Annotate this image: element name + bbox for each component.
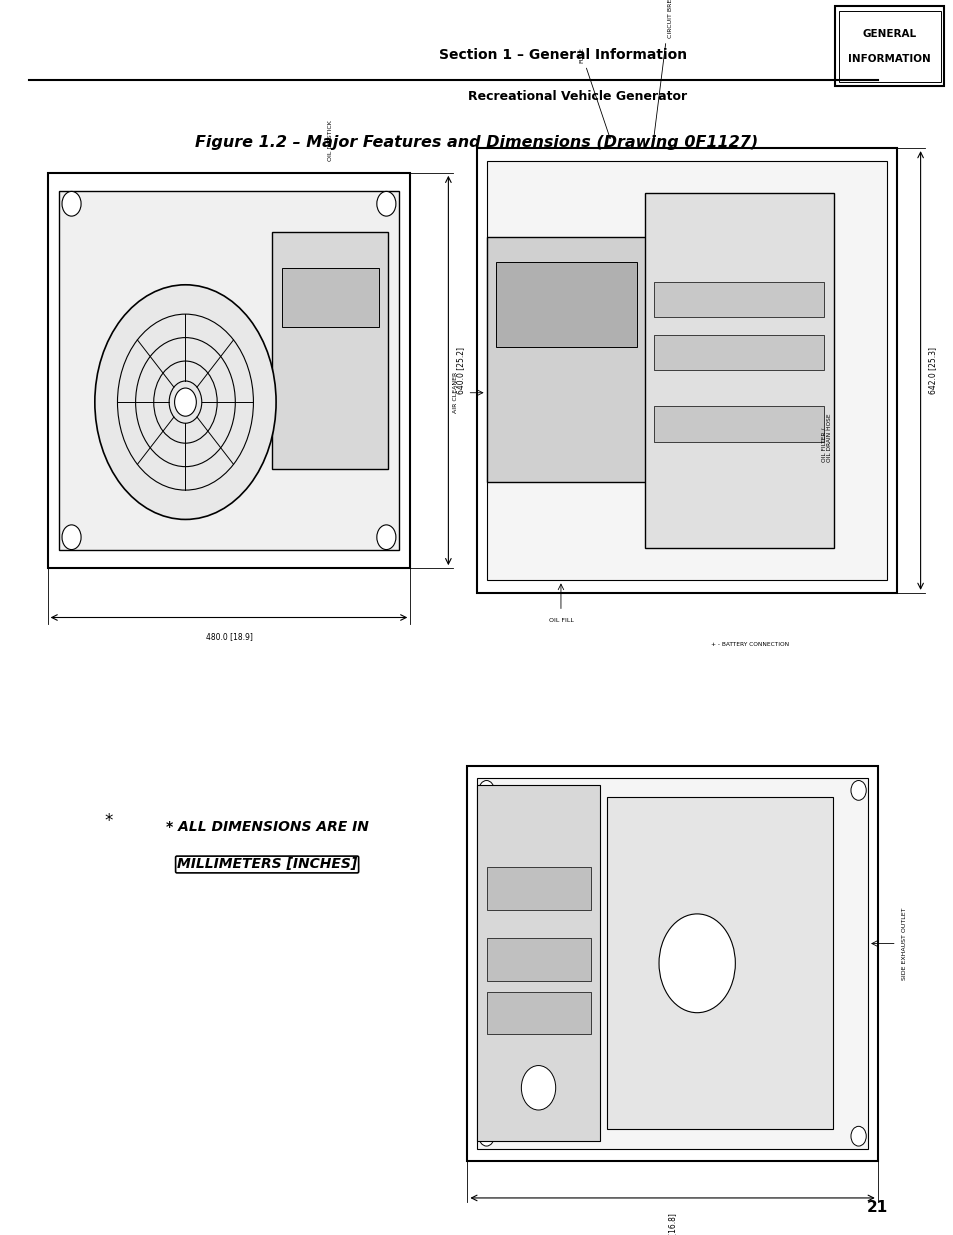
Bar xyxy=(838,11,940,82)
Text: INFORMATION: INFORMATION xyxy=(847,53,930,64)
Text: OIL DIPSTICK: OIL DIPSTICK xyxy=(328,120,333,161)
Text: * ALL DIMENSIONS ARE IN: * ALL DIMENSIONS ARE IN xyxy=(166,820,368,835)
Circle shape xyxy=(376,191,395,216)
Bar xyxy=(282,268,378,327)
Circle shape xyxy=(520,1066,555,1110)
Bar xyxy=(48,173,410,568)
Circle shape xyxy=(62,525,81,550)
Text: 21: 21 xyxy=(866,1200,887,1215)
Text: CIRCUIT BREAKERS: CIRCUIT BREAKERS xyxy=(652,0,672,138)
Bar xyxy=(834,6,943,86)
Circle shape xyxy=(94,285,275,520)
Text: AIR CLEANER: AIR CLEANER xyxy=(453,372,457,414)
Bar xyxy=(476,778,867,1149)
Text: Recreational Vehicle Generator: Recreational Vehicle Generator xyxy=(467,90,686,104)
Bar xyxy=(486,992,590,1035)
Circle shape xyxy=(174,388,196,416)
Circle shape xyxy=(62,191,81,216)
Circle shape xyxy=(850,1126,865,1146)
Bar xyxy=(273,232,388,469)
Bar xyxy=(486,161,886,580)
Text: 480.0 [18.9]: 480.0 [18.9] xyxy=(205,632,253,641)
Bar xyxy=(654,282,823,317)
Bar xyxy=(654,335,823,370)
Bar xyxy=(59,191,398,550)
Bar xyxy=(476,148,896,593)
Text: OIL FILL: OIL FILL xyxy=(548,618,573,622)
Bar xyxy=(476,785,599,1141)
Bar xyxy=(486,939,590,981)
Bar xyxy=(606,798,832,1129)
Bar xyxy=(496,262,636,347)
Text: OIL FILTER /
OIL DRAIN HOSE: OIL FILTER / OIL DRAIN HOSE xyxy=(821,412,831,462)
Text: Section 1 – General Information: Section 1 – General Information xyxy=(438,48,686,62)
Text: MILLIMETERS [INCHES]: MILLIMETERS [INCHES] xyxy=(177,857,356,872)
Text: 640.0 [25.2]: 640.0 [25.2] xyxy=(456,347,464,394)
Bar xyxy=(644,193,833,548)
Text: FUSE: FUSE xyxy=(578,47,610,138)
Circle shape xyxy=(659,914,735,1013)
Text: SIDE EXHAUST OUTLET: SIDE EXHAUST OUTLET xyxy=(901,908,905,979)
Text: GENERAL: GENERAL xyxy=(862,28,916,40)
Circle shape xyxy=(478,1126,494,1146)
Text: 642.0 [25.3]: 642.0 [25.3] xyxy=(927,347,936,394)
Circle shape xyxy=(376,525,395,550)
Text: 426.7 [16.8]: 426.7 [16.8] xyxy=(667,1213,677,1235)
Text: + - BATTERY CONNECTION: + - BATTERY CONNECTION xyxy=(710,642,788,647)
Circle shape xyxy=(478,781,494,800)
Text: Figure 1.2 – Major Features and Dimensions (Drawing 0F1127): Figure 1.2 – Major Features and Dimensio… xyxy=(195,135,758,149)
Bar xyxy=(654,406,823,442)
Bar xyxy=(486,237,645,482)
Bar xyxy=(486,867,590,910)
Bar xyxy=(467,766,877,1161)
Text: *: * xyxy=(105,813,113,830)
Circle shape xyxy=(850,781,865,800)
